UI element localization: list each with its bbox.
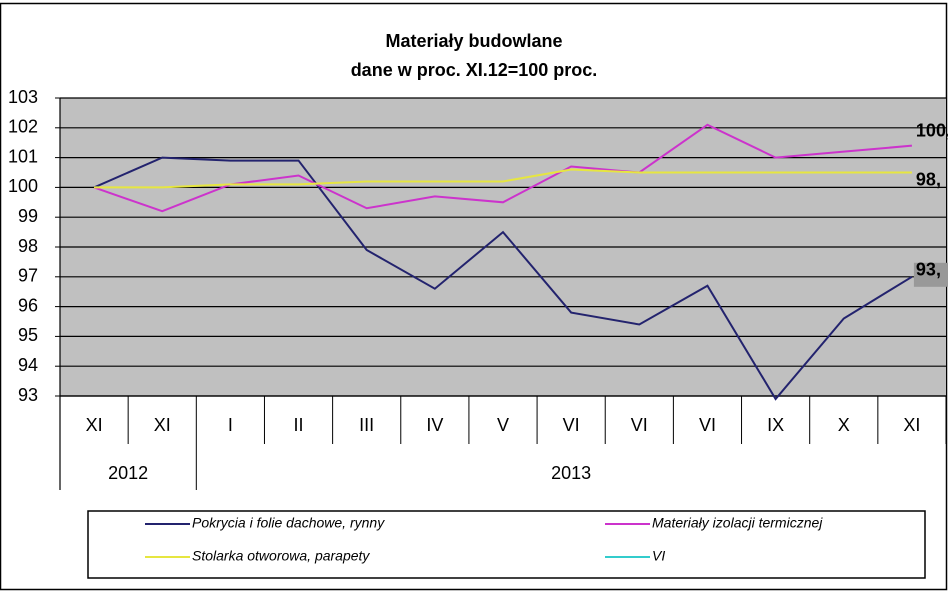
legend-label: Pokrycia i folie dachowe, rynny: [192, 515, 385, 531]
chart-subtitle: dane w proc. XI.12=100 proc.: [351, 60, 598, 80]
x-tick-label: VI: [631, 415, 648, 435]
year-label: 2012: [108, 463, 148, 483]
x-tick-label: V: [497, 415, 509, 435]
series-line: [93, 156, 913, 401]
legend-label: Stolarka otworowa, parapety: [192, 548, 370, 564]
x-tick-label: X: [838, 415, 850, 435]
y-tick-label: 101: [8, 146, 38, 166]
y-tick-label: 99: [18, 206, 38, 226]
x-tick-label: VI: [699, 415, 716, 435]
chart-title: Materiały budowlane: [385, 31, 562, 51]
x-tick-label: II: [294, 415, 304, 435]
legend-box: [87, 510, 926, 579]
y-tick-label: 102: [8, 117, 38, 137]
y-tick-label: 100: [8, 176, 38, 196]
annotation: 98,: [916, 169, 941, 189]
annotation: 93,: [916, 260, 941, 280]
x-tick-label: XI: [903, 415, 920, 435]
x-tick-label: VI: [563, 415, 580, 435]
x-tick-label: IV: [426, 415, 443, 435]
y-tick-label: 97: [18, 266, 38, 286]
legend-label: VI: [652, 548, 665, 564]
annotation: 100,: [916, 120, 948, 140]
x-tick-label: III: [359, 415, 374, 435]
annotation-bg: [913, 262, 948, 287]
legend-label: Materiały izolacji termicznej: [652, 515, 823, 531]
x-tick-label: XI: [86, 415, 103, 435]
y-tick-label: 93: [18, 385, 38, 405]
x-tick-label: I: [228, 415, 233, 435]
x-tick-label: IX: [767, 415, 784, 435]
series-line: [94, 168, 912, 189]
y-tick-label: 95: [18, 325, 38, 345]
y-tick-label: 98: [18, 236, 38, 256]
y-tick-label: 94: [18, 355, 38, 375]
year-label: 2013: [551, 463, 591, 483]
y-tick-label: 103: [8, 87, 38, 107]
x-tick-label: XI: [154, 415, 171, 435]
y-tick-label: 96: [18, 295, 38, 315]
